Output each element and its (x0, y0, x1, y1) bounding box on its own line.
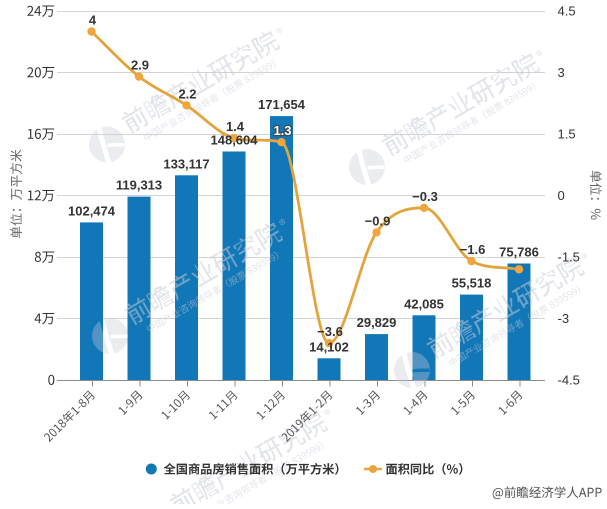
svg-text:4.5: 4.5 (558, 4, 576, 19)
svg-text:119,313: 119,313 (116, 178, 162, 193)
svg-text:29,829: 29,829 (357, 315, 397, 330)
svg-text:4: 4 (89, 13, 97, 28)
svg-text:1.4: 1.4 (226, 119, 245, 134)
svg-text:75,786: 75,786 (499, 245, 539, 260)
svg-text:2.9: 2.9 (131, 58, 149, 73)
svg-text:55,518: 55,518 (452, 276, 492, 291)
svg-text:148,604: 148,604 (211, 133, 259, 148)
svg-text:14,102: 14,102 (309, 339, 349, 354)
svg-text:-1.5: -1.5 (558, 250, 580, 265)
svg-text:-3: -3 (558, 311, 570, 326)
svg-text:−0.3: −0.3 (412, 189, 438, 204)
svg-text:2.2: 2.2 (178, 86, 196, 101)
svg-text:171,654: 171,654 (258, 97, 306, 112)
svg-text:3: 3 (558, 65, 565, 80)
svg-text:−0.9: −0.9 (365, 213, 391, 228)
svg-text:−3.6: −3.6 (317, 324, 343, 339)
svg-text:0: 0 (558, 188, 565, 203)
svg-text:42,085: 42,085 (404, 296, 444, 311)
svg-text:102,474: 102,474 (68, 203, 116, 218)
svg-text:−1.6: −1.6 (460, 242, 486, 257)
svg-text:133,117: 133,117 (163, 156, 209, 171)
svg-text:1.5: 1.5 (558, 127, 576, 142)
svg-text:1.3: 1.3 (273, 123, 291, 138)
svg-text:-4.5: -4.5 (558, 373, 580, 388)
